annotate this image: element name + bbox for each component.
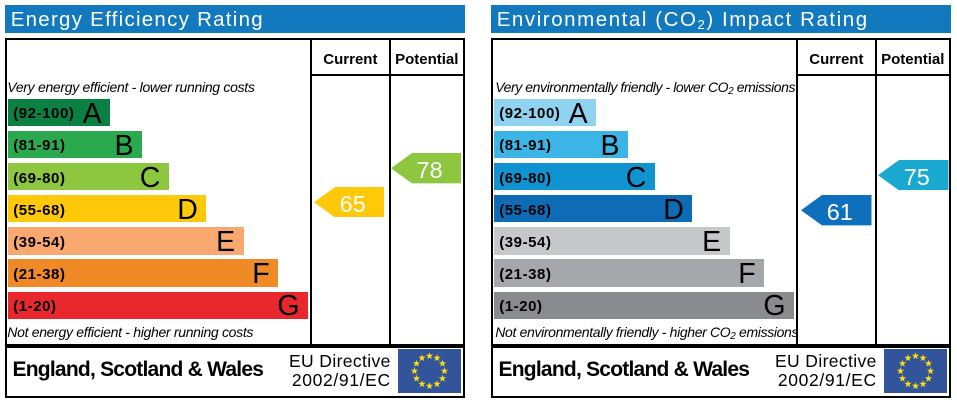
svg-text:61: 61 <box>827 199 853 225</box>
svg-text:78: 78 <box>417 157 443 183</box>
svg-text:75: 75 <box>904 163 930 189</box>
svg-text:65: 65 <box>340 190 366 216</box>
